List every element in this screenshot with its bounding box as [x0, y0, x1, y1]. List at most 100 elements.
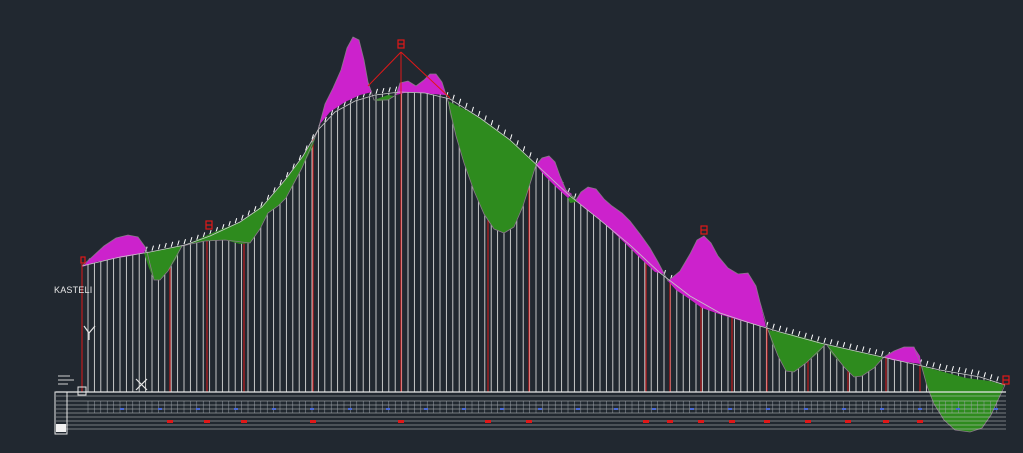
station-tick	[529, 152, 532, 158]
station-tick	[202, 232, 206, 238]
fill-area-4	[448, 101, 536, 233]
table-mark	[766, 408, 770, 410]
station-tick	[266, 194, 270, 201]
station-tick	[797, 330, 801, 337]
station-tick	[983, 372, 986, 378]
table-red-mark	[764, 420, 770, 423]
table-mark	[386, 408, 390, 410]
station-tick	[829, 339, 833, 345]
table-red-mark	[241, 420, 247, 423]
station-tick	[228, 221, 231, 227]
station-tick	[490, 120, 494, 126]
station-tick	[253, 206, 257, 212]
table-red-mark	[485, 420, 491, 423]
station-tick	[164, 242, 167, 249]
y-axis-icon	[83, 325, 96, 340]
table-red-mark	[917, 420, 923, 423]
station-tick	[810, 334, 814, 340]
station-tick	[791, 329, 794, 335]
station-tick	[247, 210, 250, 216]
station-tick	[279, 179, 282, 186]
table-mark	[576, 408, 580, 410]
table-mark	[652, 408, 656, 410]
station-tick	[945, 364, 948, 371]
table-mark	[538, 408, 542, 410]
station-tick	[189, 236, 193, 243]
table-mark	[424, 408, 428, 410]
station-tick	[861, 346, 865, 352]
station-tick	[458, 98, 462, 104]
station-tick	[522, 146, 526, 152]
station-tick	[842, 342, 846, 348]
ucs-box-icon	[77, 386, 87, 396]
station-tick	[196, 234, 199, 240]
station-tick	[874, 349, 878, 355]
ground-line	[81, 36, 1006, 433]
table-mark	[956, 408, 960, 410]
table-mark	[690, 408, 694, 410]
flag-marker-icon	[205, 220, 213, 230]
table-red-mark	[845, 420, 851, 423]
station-tick	[388, 87, 391, 93]
table-mark	[994, 408, 998, 410]
station-tick	[836, 340, 839, 346]
profile-data-table	[54, 391, 1006, 435]
table-mark	[120, 408, 124, 410]
table-mark	[500, 408, 504, 410]
station-tick	[260, 201, 263, 207]
table-mark	[918, 408, 922, 410]
station-tick	[471, 106, 474, 113]
station-tick	[324, 116, 327, 122]
flag-marker-icon	[700, 225, 708, 235]
cut-area-1	[82, 235, 146, 267]
fill-area-2	[188, 136, 316, 244]
station-tick	[452, 94, 455, 100]
station-tick	[996, 376, 999, 382]
flag-marker-icon	[397, 39, 405, 49]
cut-area-6	[668, 236, 766, 327]
fill-area-7	[826, 344, 884, 377]
table-red-mark	[805, 420, 811, 423]
table-mark	[842, 408, 846, 410]
cut-areas	[82, 37, 921, 364]
station-label: KASTELI	[54, 285, 93, 295]
station-tick	[989, 374, 993, 380]
table-mark	[272, 408, 276, 410]
station-tick	[964, 368, 967, 374]
station-tick	[772, 323, 775, 329]
table-mark	[880, 408, 884, 410]
station-tick	[951, 365, 954, 372]
table-mark	[158, 408, 162, 410]
station-tick	[298, 154, 302, 161]
station-tick	[292, 163, 295, 169]
table-red-mark	[310, 420, 316, 423]
station-tick	[234, 218, 238, 224]
table-red-mark	[667, 420, 673, 423]
station-tick	[241, 214, 244, 221]
station-tick	[170, 241, 174, 247]
vertex-line-right	[400, 51, 451, 99]
table-mark	[234, 408, 238, 410]
station-tick	[503, 129, 506, 135]
table-red-mark	[526, 420, 532, 423]
table-red-mark	[729, 420, 735, 423]
vertex-construction	[367, 51, 451, 392]
table-mark	[310, 408, 314, 410]
vertex-markers	[80, 39, 1010, 385]
station-tick	[177, 240, 180, 246]
table-red-mark	[398, 420, 404, 423]
station-tick	[330, 109, 334, 116]
station-tick	[977, 370, 980, 376]
fill-area-3	[374, 95, 394, 101]
cut-area-4	[536, 156, 572, 198]
station-tick	[273, 187, 276, 193]
table-red-mark	[698, 420, 704, 423]
station-tick	[516, 140, 519, 146]
station-tick	[823, 337, 826, 344]
station-tick	[311, 134, 314, 140]
table-mark	[348, 408, 352, 410]
station-tick	[849, 343, 852, 349]
station-tick	[573, 193, 577, 199]
station-tick	[938, 363, 942, 369]
